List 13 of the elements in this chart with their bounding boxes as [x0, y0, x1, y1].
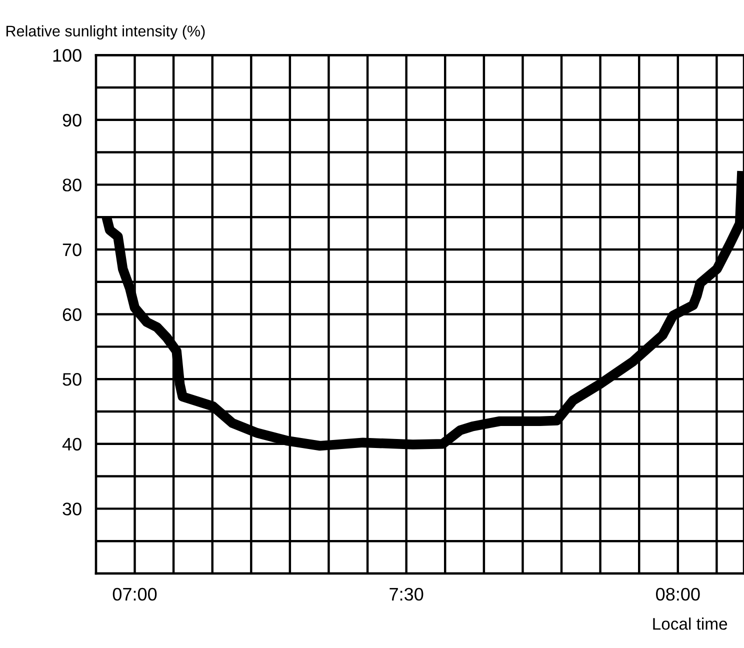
x-tick-label: 08:00 — [656, 588, 700, 601]
x-axis-title: Local time — [653, 618, 728, 630]
y-tick-label: 30 — [62, 502, 82, 516]
y-tick-label: 80 — [62, 178, 82, 192]
x-tick-label: 7:30 — [390, 588, 424, 601]
y-tick-label: 100 — [53, 49, 82, 62]
y-tick-label: 40 — [62, 438, 82, 451]
y-tick-label: 90 — [62, 114, 82, 127]
y-tick-label: 70 — [62, 243, 82, 256]
y-tick-label: 50 — [62, 373, 82, 386]
y-tick-label: 60 — [62, 308, 82, 321]
x-tick-label: 07:00 — [112, 588, 157, 601]
y-axis-title: Relative sunlight intensity (%) — [6, 25, 205, 40]
